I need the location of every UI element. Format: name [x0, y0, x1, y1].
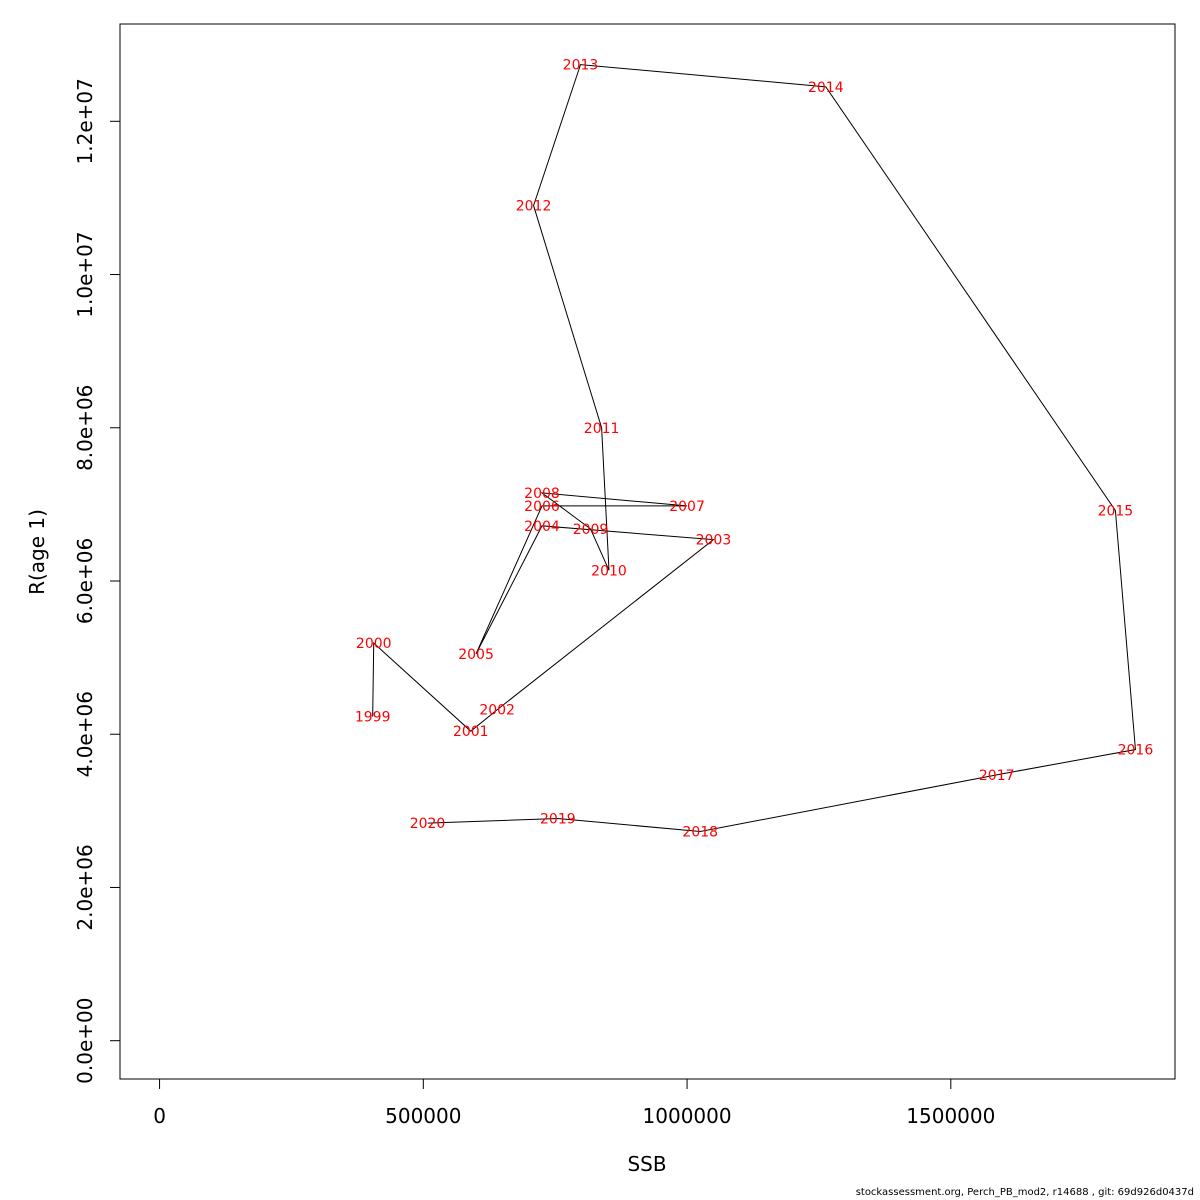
y-tick-label: 1.0e+07 — [73, 231, 97, 317]
year-labels: 1999 2000 2001 2002 2003 2004 2005 2006 2007 2008… — [355, 58, 1153, 841]
x-tick-label: 1500000 — [906, 1104, 995, 1128]
year-label-1999: 1999 — [355, 710, 391, 726]
year-label-2002: 2002 — [479, 703, 515, 719]
year-label-2008: 2008 — [524, 486, 560, 502]
year-label-2003: 2003 — [696, 533, 732, 549]
sr-trajectory-line — [372, 64, 1136, 833]
y-axis: 0.0e+00 2.0e+06 4.0e+06 6.0e+06 8.0e+06 1.0e+… — [73, 78, 121, 1084]
y-tick-label: 6.0e+06 — [73, 538, 97, 624]
year-label-2001: 2001 — [453, 724, 489, 740]
x-tick-label: 500000 — [385, 1104, 461, 1128]
y-tick-label: 2.0e+06 — [73, 844, 97, 930]
y-tick-label: 0.0e+00 — [73, 998, 97, 1084]
x-axis: 0 500000 1000000 1500000 — [153, 1078, 995, 1128]
year-label-2000: 2000 — [356, 636, 392, 652]
year-label-2018: 2018 — [682, 825, 718, 841]
x-tick-label: 1000000 — [643, 1104, 732, 1128]
year-label-2012: 2012 — [516, 199, 552, 215]
x-tick-label: 0 — [153, 1104, 166, 1128]
year-label-2011: 2011 — [584, 421, 620, 437]
year-label-2005: 2005 — [458, 647, 494, 663]
x-axis-title: SSB — [627, 1152, 666, 1176]
year-label-2016: 2016 — [1118, 743, 1154, 759]
year-label-2015: 2015 — [1098, 504, 1134, 520]
year-label-2019: 2019 — [540, 812, 576, 828]
year-label-2010: 2010 — [591, 563, 627, 579]
year-label-2007: 2007 — [669, 499, 705, 515]
year-label-2009: 2009 — [573, 522, 609, 538]
year-label-2017: 2017 — [979, 768, 1015, 784]
y-axis-title: R(age 1) — [25, 509, 49, 595]
year-label-2004: 2004 — [524, 519, 560, 535]
footer-credit: stockassessment.org, Perch_PB_mod2, r146… — [855, 1187, 1194, 1198]
year-label-2020: 2020 — [410, 816, 446, 832]
year-label-2014: 2014 — [808, 80, 844, 96]
year-label-2006: 2006 — [524, 499, 560, 515]
year-label-2013: 2013 — [563, 58, 599, 74]
y-tick-label: 4.0e+06 — [73, 691, 97, 777]
y-tick-label: 1.2e+07 — [73, 78, 97, 164]
y-tick-label: 8.0e+06 — [73, 385, 97, 471]
